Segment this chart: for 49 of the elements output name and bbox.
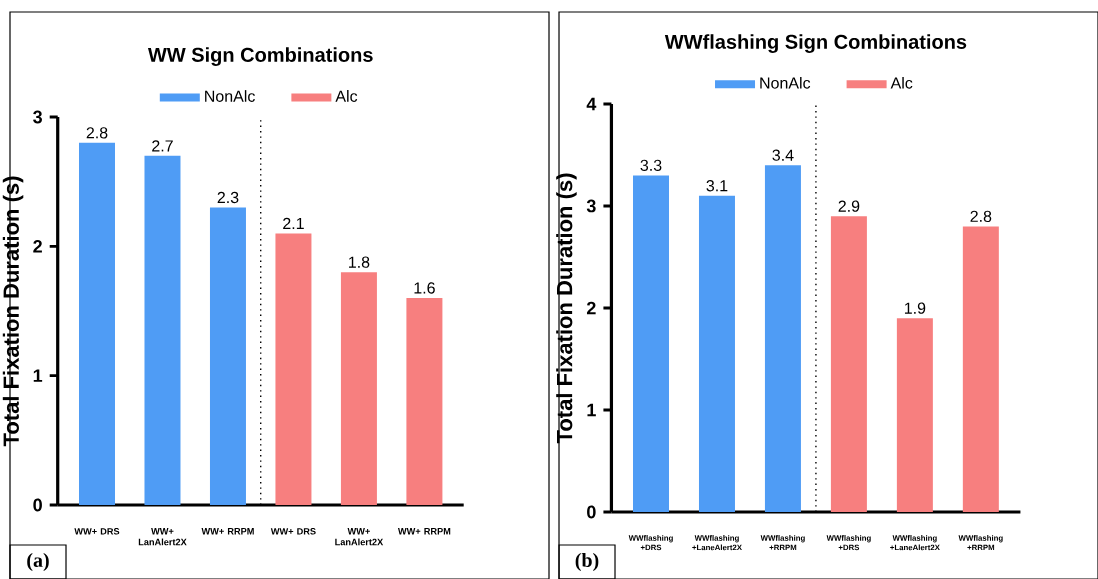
data-label: 2.8 <box>86 127 108 139</box>
bar <box>340 272 377 505</box>
bar <box>144 155 181 505</box>
y-tick-label: 3 <box>33 110 42 124</box>
x-tick-label: WW+ LanAlert2X <box>335 528 384 546</box>
x-tick-label: WW+ RRPM <box>397 528 451 535</box>
bar <box>896 318 933 512</box>
data-label: 2.1 <box>283 217 304 229</box>
y-tick-label: 0 <box>33 498 42 512</box>
chart-title: WWflashing Sign Combinations <box>664 34 967 53</box>
bar <box>633 175 670 512</box>
text: (a) <box>27 552 49 572</box>
data-label: 2.8 <box>970 210 992 222</box>
x-tick-label: WW+ DRS <box>270 528 316 535</box>
bar <box>275 233 312 505</box>
legend-label: NonAlc <box>760 76 811 89</box>
bar <box>962 226 999 512</box>
data-label: 1.6 <box>414 282 435 294</box>
bar <box>764 165 801 512</box>
bar <box>79 142 115 505</box>
chart-title: WW Sign Combinations <box>147 47 373 66</box>
data-label: 3.4 <box>772 149 794 161</box>
data-label: 1.9 <box>904 302 926 314</box>
y-tick-label: 2 <box>586 301 596 315</box>
y-axis-title: Total Fixation Duration (s) <box>2 176 24 447</box>
y-tick-label: 3 <box>586 199 596 213</box>
bar <box>830 216 867 512</box>
x-tick-label: WW+ DRS <box>74 528 120 535</box>
text: (b) <box>575 552 599 572</box>
x-tick-label: WW+ RRPM <box>201 528 254 535</box>
legend-label: Alc <box>335 90 358 102</box>
y-tick-label: 0 <box>587 505 596 519</box>
legend-label: NonAlc <box>205 90 255 102</box>
y-tick-label: 2 <box>33 240 42 253</box>
data-label: 2.3 <box>217 191 239 204</box>
x-tick-label: WW+ LanAlert2X <box>138 528 187 546</box>
data-label: 3.3 <box>640 159 662 171</box>
data-label: 1.8 <box>349 256 370 268</box>
y-axis-title: Total Fixation Duration (s) <box>556 173 577 444</box>
data-label: 3.1 <box>706 180 728 192</box>
y-tick-label: 4 <box>586 97 597 111</box>
bar <box>406 298 443 505</box>
y-tick-label: 1 <box>33 369 43 382</box>
bar <box>209 207 246 505</box>
data-label: 2.9 <box>838 200 860 212</box>
bar <box>698 195 735 512</box>
y-tick-label: 1 <box>587 403 596 417</box>
legend-label: Alc <box>890 76 913 89</box>
data-label: 2.7 <box>152 140 173 152</box>
